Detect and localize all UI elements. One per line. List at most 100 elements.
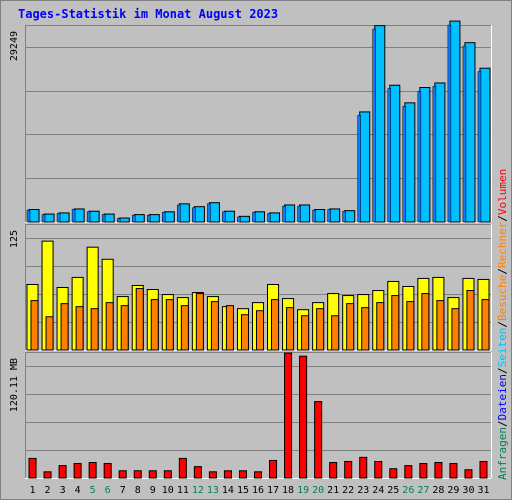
bar-dateien <box>177 204 181 223</box>
bar-volumen <box>419 463 428 479</box>
y-axis-max-label: 120.11 MB <box>9 358 20 412</box>
bar-anfragen <box>419 87 431 223</box>
bar-besuche <box>286 307 295 351</box>
bar-anfragen <box>43 213 55 223</box>
bar-anfragen <box>314 209 326 223</box>
bar-volumen <box>284 352 293 479</box>
bar-besuche <box>195 293 204 351</box>
bar-anfragen <box>193 206 205 223</box>
y-axis-max-label: 29249 <box>9 31 20 61</box>
bar-volumen <box>269 459 278 479</box>
x-tick-label: 15 <box>237 485 249 496</box>
bar-dateien <box>162 212 166 223</box>
bar-dateien <box>447 24 452 223</box>
bar-dateien <box>267 213 271 223</box>
bar-besuche <box>376 302 385 351</box>
bar-anfragen <box>28 209 40 223</box>
x-tick-label: 11 <box>177 485 189 496</box>
legend-sep: / <box>496 268 509 275</box>
x-tick-label: 16 <box>252 485 264 496</box>
bar-besuche <box>225 305 234 351</box>
x-tick-label: 29 <box>447 485 459 496</box>
x-tick-label: 23 <box>357 485 369 496</box>
x-tick-label: 30 <box>462 485 474 496</box>
x-tick-label: 21 <box>327 485 339 496</box>
legend-besuche: Besuche <box>496 275 509 321</box>
bar-volumen <box>314 401 323 479</box>
bar-volumen <box>163 470 172 479</box>
bar-besuche <box>30 300 39 351</box>
bar-dateien <box>26 209 31 223</box>
legend-sep: / <box>496 321 509 328</box>
bar-volumen <box>28 457 37 479</box>
x-tick-label: 26 <box>402 485 414 496</box>
bar-anfragen <box>344 210 356 223</box>
bar-anfragen <box>299 204 311 223</box>
bar-anfragen <box>434 82 446 223</box>
bar-volumen <box>133 470 142 479</box>
bar-volumen <box>464 469 473 479</box>
bar-volumen <box>434 462 443 479</box>
bar-besuche <box>45 316 54 351</box>
bar-anfragen <box>253 211 266 223</box>
bar-anfragen <box>58 212 70 223</box>
bar-volumen <box>449 463 458 479</box>
bar-besuche <box>361 307 370 351</box>
bar-anfragen <box>389 84 401 223</box>
bar-dateien <box>282 205 286 223</box>
bar-besuche <box>135 288 144 351</box>
bar-besuche <box>391 295 400 351</box>
bar-anfragen <box>133 214 145 223</box>
x-tick-label: 6 <box>105 485 111 496</box>
bar-dateien <box>56 213 61 223</box>
bar-dateien <box>432 86 437 223</box>
x-tick-label: 2 <box>45 485 51 496</box>
panel-background <box>25 352 491 478</box>
chart-title: Tages-Statistik im Monat August 2023 <box>18 7 279 21</box>
legend-sep: / <box>496 215 509 222</box>
bar-volumen <box>329 462 338 479</box>
bar-besuche <box>301 315 310 351</box>
x-tick-label: 28 <box>432 485 444 496</box>
bar-besuche <box>210 301 219 351</box>
bar-anfragen <box>73 208 85 223</box>
bar-anfragen <box>118 217 130 223</box>
bar-besuche <box>120 305 129 351</box>
bar-volumen <box>344 460 353 479</box>
bar-dateien <box>477 71 482 223</box>
legend-dateien: Dateien <box>496 374 509 420</box>
bar-volumen <box>404 465 413 479</box>
bar-volumen <box>208 471 217 479</box>
bar-volumen <box>43 471 52 479</box>
bar-dateien <box>297 205 301 223</box>
bar-volumen <box>58 465 67 479</box>
bar-dateien <box>222 211 226 223</box>
bar-volumen <box>103 463 112 479</box>
x-tick-label: 25 <box>387 485 399 496</box>
legend-sep: / <box>496 420 509 427</box>
x-tick-label: 3 <box>60 485 66 496</box>
bar-anfragen <box>103 213 115 223</box>
bar-besuche <box>346 303 355 351</box>
bar-anfragen <box>208 202 220 223</box>
legend-anfragen: Anfragen <box>496 427 509 480</box>
bar-volumen <box>238 470 247 479</box>
bar-besuche <box>421 293 430 351</box>
x-tick-label: 13 <box>207 485 219 496</box>
bar-volumen <box>299 355 308 479</box>
bar-dateien <box>192 207 196 223</box>
bar-besuche <box>90 308 99 351</box>
bar-besuche <box>105 302 114 351</box>
bar-dateien <box>372 28 376 223</box>
x-tick-label: 12 <box>192 485 204 496</box>
x-tick-label: 19 <box>297 485 309 496</box>
bar-dateien <box>357 115 361 223</box>
bar-dateien <box>462 45 467 223</box>
bar-volumen <box>479 460 488 479</box>
bar-dateien <box>71 209 76 223</box>
x-tick-label: 10 <box>162 485 174 496</box>
x-tick-label: 22 <box>342 485 354 496</box>
bar-dateien <box>327 209 331 223</box>
x-tick-label: 20 <box>312 485 324 496</box>
